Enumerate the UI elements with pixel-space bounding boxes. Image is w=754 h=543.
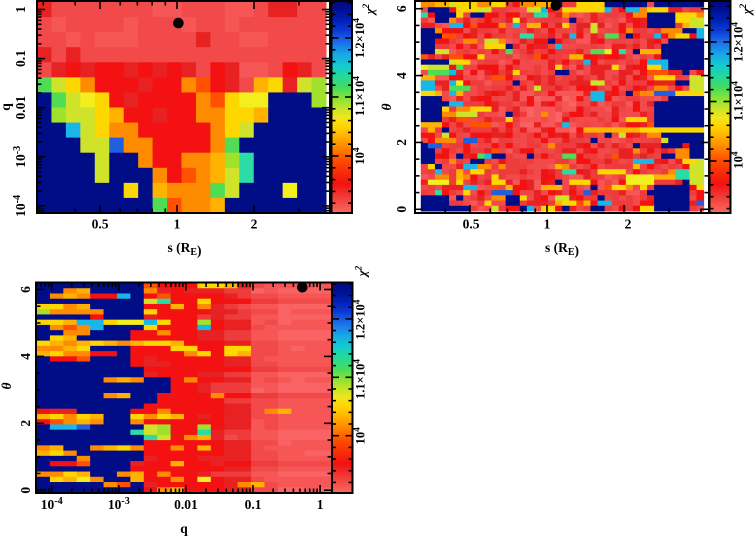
svg-text:θ: θ bbox=[379, 103, 394, 110]
svg-text:0: 0 bbox=[18, 487, 33, 494]
svg-text:0.1: 0.1 bbox=[245, 497, 262, 512]
svg-text:0.01: 0.01 bbox=[174, 497, 198, 512]
svg-text:2: 2 bbox=[625, 217, 632, 232]
svg-text:0.1: 0.1 bbox=[13, 50, 28, 67]
svg-text:1: 1 bbox=[544, 217, 551, 232]
svg-text:1.2×104: 1.2×104 bbox=[731, 22, 746, 62]
svg-text:4: 4 bbox=[18, 353, 33, 360]
svg-text:q: q bbox=[0, 103, 13, 111]
svg-text:1.1×104: 1.1×104 bbox=[352, 76, 367, 116]
svg-text:0.5: 0.5 bbox=[463, 217, 480, 232]
svg-text:2: 2 bbox=[394, 139, 409, 146]
svg-text:1.2×104: 1.2×104 bbox=[353, 299, 368, 339]
svg-text:1.1×104: 1.1×104 bbox=[353, 359, 368, 399]
svg-text:0.5: 0.5 bbox=[92, 217, 109, 232]
svg-text:q: q bbox=[180, 521, 188, 536]
svg-text:1.1×104: 1.1×104 bbox=[731, 81, 746, 121]
svg-text:θ: θ bbox=[0, 382, 14, 389]
svg-text:6: 6 bbox=[18, 286, 33, 293]
svg-text:1: 1 bbox=[317, 497, 324, 512]
svg-text:2: 2 bbox=[251, 217, 258, 232]
svg-text:0: 0 bbox=[394, 206, 409, 213]
svg-text:1.2×104: 1.2×104 bbox=[352, 18, 367, 58]
svg-text:0.01: 0.01 bbox=[13, 96, 28, 120]
svg-text:6: 6 bbox=[394, 5, 409, 12]
svg-text:1: 1 bbox=[174, 217, 181, 232]
svg-text:2: 2 bbox=[18, 420, 33, 427]
svg-text:1: 1 bbox=[13, 6, 28, 13]
svg-text:4: 4 bbox=[394, 72, 409, 79]
